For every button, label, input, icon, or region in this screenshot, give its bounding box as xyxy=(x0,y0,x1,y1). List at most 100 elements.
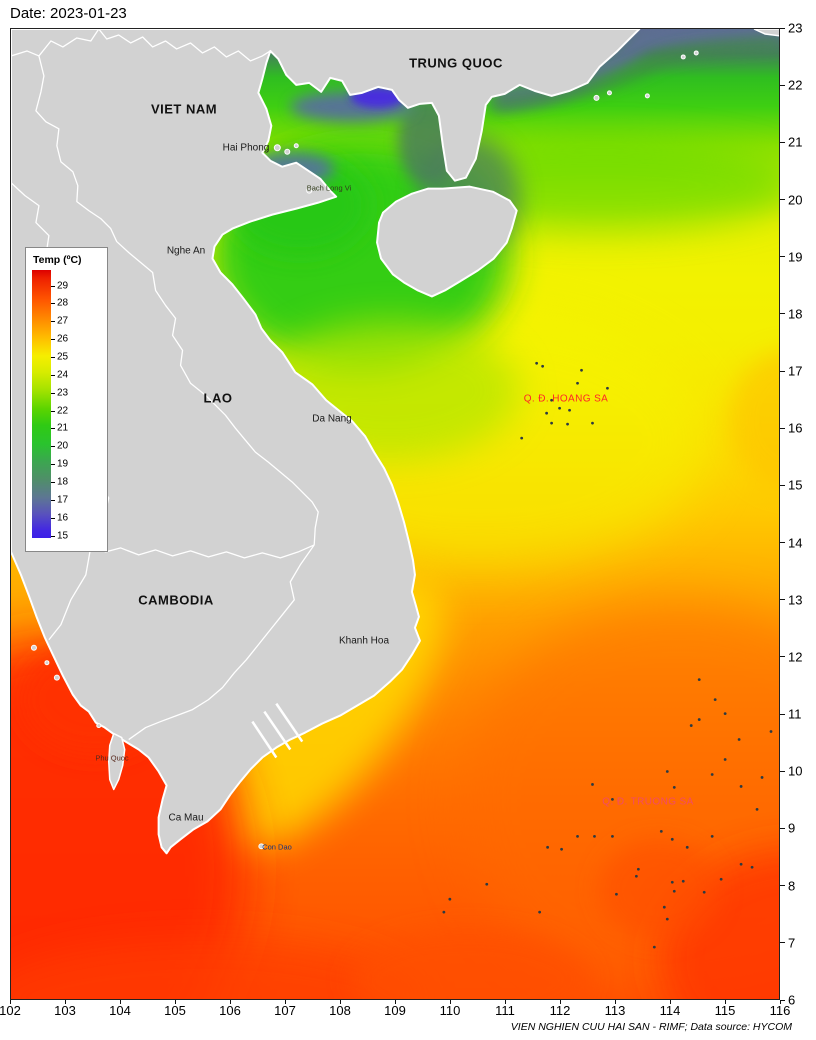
island-dot xyxy=(672,786,676,789)
y-tick-mark xyxy=(780,256,785,258)
x-tick-label: 110 xyxy=(439,1003,461,1018)
legend-tick-mark xyxy=(51,303,55,305)
y-tick-label: 8 xyxy=(788,878,796,894)
island-dot xyxy=(723,758,727,761)
legend-tick-label: 18 xyxy=(57,476,69,488)
x-tick-mark xyxy=(559,1000,561,1004)
island-dot xyxy=(665,917,669,921)
x-tick-mark xyxy=(229,1000,231,1004)
y-tick-mark xyxy=(780,370,785,372)
attribution-text: VIEN NGHIEN CUU HAI SAN - RIMF; Data sou… xyxy=(510,1021,792,1033)
legend-tick-label: 28 xyxy=(57,297,69,309)
land-hainan xyxy=(376,185,518,298)
island-dot xyxy=(760,776,764,779)
island-dot xyxy=(558,406,561,410)
island-dot xyxy=(520,436,524,440)
x-tick-mark xyxy=(504,1000,506,1004)
land-phu-quoc xyxy=(107,732,126,791)
x-tick-label: 104 xyxy=(109,1003,131,1018)
island-dot xyxy=(685,845,689,849)
island-dot xyxy=(550,421,553,425)
x-tick-label: 103 xyxy=(54,1003,76,1018)
island-dot xyxy=(485,882,489,886)
y-tick-mark xyxy=(780,484,785,486)
island-dot xyxy=(697,678,701,682)
y-tick-label: 11 xyxy=(788,706,802,722)
island-dot xyxy=(448,897,452,901)
island-dot xyxy=(710,773,714,776)
legend-title: Temp (ºC) xyxy=(33,254,82,266)
island-dot xyxy=(681,879,685,883)
island-dot xyxy=(568,408,571,412)
island-dot xyxy=(670,880,674,884)
x-tick-mark xyxy=(174,1000,176,1004)
x-tick-label: 113 xyxy=(604,1003,626,1018)
legend-tick-label: 19 xyxy=(57,458,69,470)
y-tick-mark xyxy=(780,885,785,887)
legend-tick-mark xyxy=(51,535,55,537)
legend-tick-label: 25 xyxy=(57,351,69,363)
y-tick-mark xyxy=(780,656,785,658)
y-tick-mark xyxy=(780,942,785,944)
legend-tick-mark xyxy=(51,464,55,466)
x-tick-mark xyxy=(449,1000,451,1004)
island-dot xyxy=(737,738,741,741)
x-tick-label: 116 xyxy=(769,1003,791,1018)
y-tick-label: 12 xyxy=(788,649,803,665)
island-dot xyxy=(615,892,618,896)
island-dot xyxy=(593,834,596,838)
island-dot xyxy=(665,770,669,773)
y-tick-label: 20 xyxy=(788,192,803,208)
y-tick-mark xyxy=(780,713,785,715)
x-tick-mark xyxy=(724,1000,726,1004)
y-tick-label: 14 xyxy=(788,535,803,551)
y-tick-mark xyxy=(780,427,785,429)
y-tick-label: 19 xyxy=(788,249,803,265)
legend-tick-mark xyxy=(51,356,55,358)
island-dot xyxy=(576,834,579,838)
sea-surface-temperature-map xyxy=(11,29,779,999)
land-corner-sliver xyxy=(753,29,779,37)
y-tick-mark xyxy=(780,599,785,601)
x-tick-mark xyxy=(614,1000,616,1004)
y-tick-mark xyxy=(780,199,785,201)
island-dot xyxy=(689,724,693,727)
island-dot xyxy=(550,398,553,402)
y-tick-mark xyxy=(780,999,785,1001)
y-tick-label: 15 xyxy=(788,477,803,493)
y-tick-mark xyxy=(780,141,785,143)
island-dot xyxy=(769,730,773,733)
island-dot xyxy=(541,364,545,368)
legend-tick-label: 20 xyxy=(57,440,69,452)
island-dot xyxy=(538,910,542,914)
x-tick-mark xyxy=(394,1000,396,1004)
land-layer xyxy=(11,29,779,855)
temperature-legend: Temp (ºC) 29 28 27 26 25 24 23 22 21 20 19 18 17 16 15 xyxy=(25,247,108,552)
island-dot xyxy=(591,783,594,786)
island-dot xyxy=(611,798,614,801)
y-tick-label: 18 xyxy=(788,306,803,322)
y-tick-label: 6 xyxy=(788,992,796,1008)
island-dot xyxy=(739,785,743,788)
legend-tick-label: 21 xyxy=(57,422,69,434)
x-tick-label: 112 xyxy=(549,1003,571,1018)
island-dot xyxy=(611,834,614,838)
island-dot xyxy=(652,945,656,949)
legend-tick-mark xyxy=(51,481,55,483)
legend-tick-mark xyxy=(51,285,55,287)
map-frame: Temp (ºC) 29 28 27 26 25 24 23 22 21 20 19 18 17 16 15 xyxy=(10,28,780,1000)
island-dot xyxy=(546,845,549,849)
legend-tick-label: 29 xyxy=(57,280,69,291)
island-dot xyxy=(739,862,743,866)
date-title: Date: 2023-01-23 xyxy=(10,5,127,22)
y-tick-mark xyxy=(780,827,785,829)
island-dot xyxy=(560,847,563,851)
island-dot xyxy=(535,361,539,365)
x-tick-label: 111 xyxy=(495,1003,515,1018)
legend-tick-label: 22 xyxy=(57,405,69,417)
island-dot xyxy=(566,422,569,426)
y-tick-label: 21 xyxy=(788,134,803,150)
y-tick-label: 13 xyxy=(788,592,803,608)
x-tick-label: 114 xyxy=(659,1003,681,1018)
